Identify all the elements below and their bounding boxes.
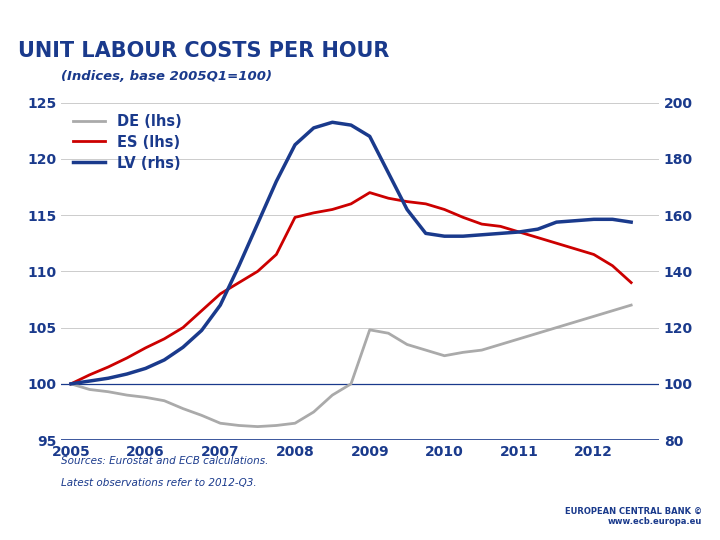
Text: UNIT LABOUR COSTS PER HOUR: UNIT LABOUR COSTS PER HOUR <box>18 41 390 62</box>
Text: (Indices, base 2005Q1=100): (Indices, base 2005Q1=100) <box>61 70 272 83</box>
Text: Latest observations refer to 2012-Q3.: Latest observations refer to 2012-Q3. <box>61 478 257 488</box>
Legend: DE (lhs), ES (lhs), LV (rhs): DE (lhs), ES (lhs), LV (rhs) <box>68 110 186 176</box>
Text: Sources: Eurostat and ECB calculations.: Sources: Eurostat and ECB calculations. <box>61 456 269 467</box>
Text: EUROPEAN CENTRAL BANK ©
www.ecb.europa.eu: EUROPEAN CENTRAL BANK © www.ecb.europa.e… <box>565 507 702 526</box>
